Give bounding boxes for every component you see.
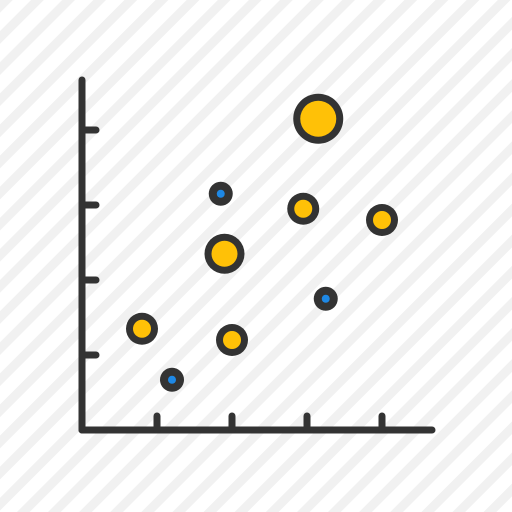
- bubble-fill: [321, 294, 330, 303]
- bubble-1-4: [287, 192, 320, 225]
- chart-axes: [78, 76, 436, 434]
- bubble-1-6: [293, 93, 344, 144]
- bubble-1-5: [366, 204, 398, 236]
- bubble-2-2: [208, 181, 233, 206]
- bubble-1-1: [126, 312, 158, 345]
- chart-bubbles: [126, 93, 398, 392]
- bubble-fill: [300, 100, 337, 137]
- bubble-fill: [211, 240, 238, 267]
- bubble-1-2: [216, 324, 248, 356]
- bubble-fill: [373, 211, 391, 229]
- bubble-2-3: [313, 286, 338, 311]
- bubble-fill: [223, 331, 241, 349]
- bubble-2-1: [160, 367, 184, 392]
- bubble-fill: [168, 375, 176, 384]
- bubble-fill: [216, 189, 225, 198]
- bubble-fill: [294, 199, 313, 218]
- bubble-1-3: [204, 233, 245, 274]
- bubble-fill: [133, 319, 151, 338]
